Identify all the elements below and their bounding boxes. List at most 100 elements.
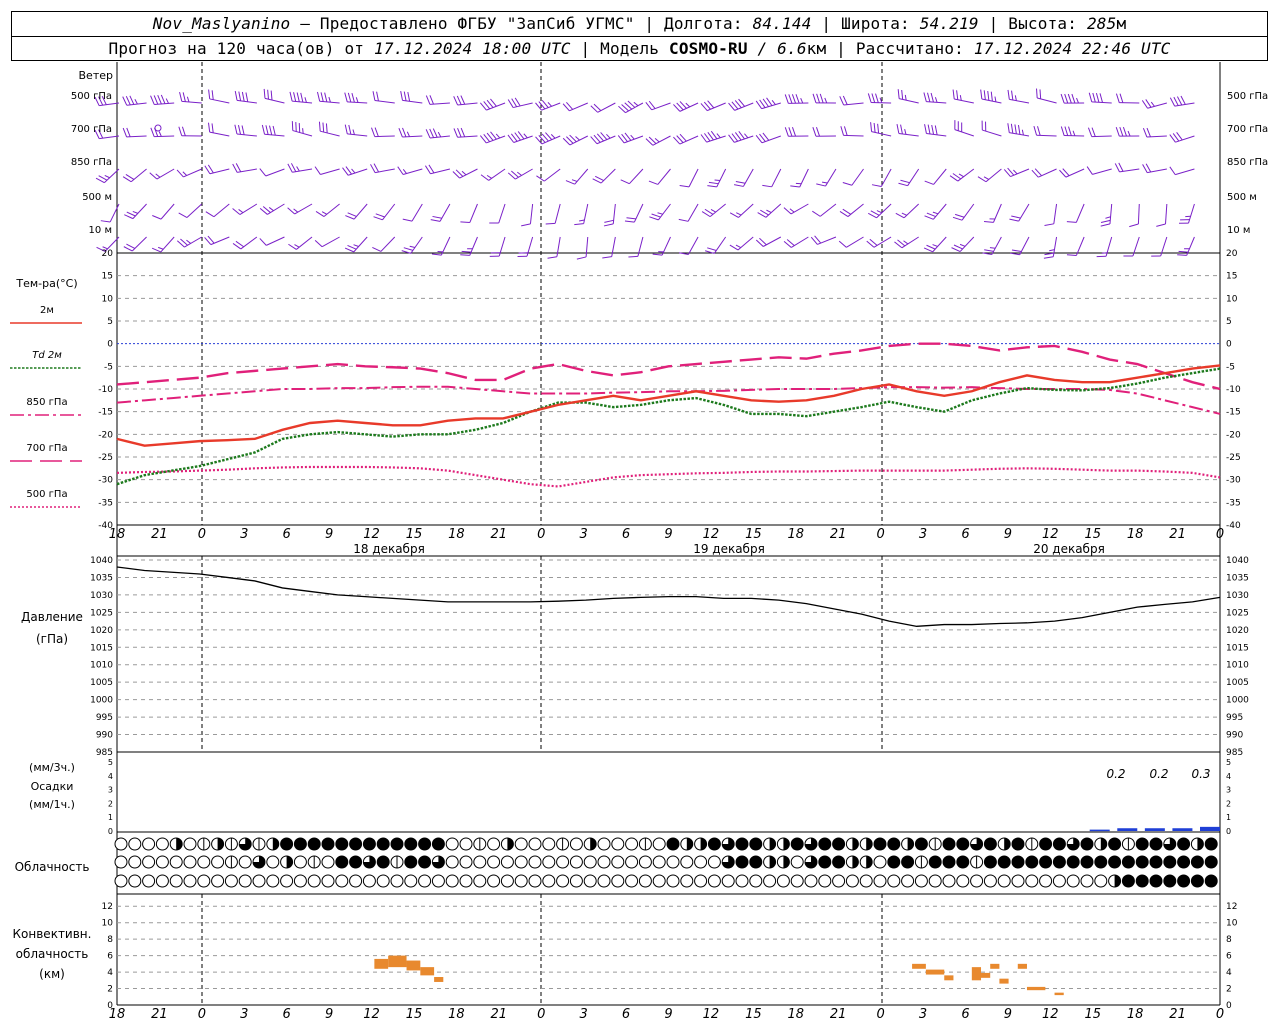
cloud-cover-symbol: [942, 837, 956, 851]
wind-barb-shaft: [266, 236, 285, 246]
wind-level-label-right: 500 гПа: [1227, 91, 1268, 102]
wind-barb-shaft: [734, 102, 754, 111]
wind-barb-feather: [900, 179, 910, 184]
conv-tick-right: 2: [1226, 985, 1232, 995]
cloud-cover-symbol: [459, 874, 473, 888]
wind-barb-feather: [700, 103, 708, 111]
wind-barb-feather: [1009, 218, 1019, 222]
cloud-cover-symbol: [293, 837, 307, 851]
hour-tick-label-bottom: 9: [325, 1007, 333, 1022]
wind-barb-feather: [1145, 99, 1152, 108]
wind-barb-feather: [268, 207, 274, 212]
wind-barb-feather: [812, 127, 817, 137]
wind-barb-shaft: [264, 97, 285, 104]
wind-barb-feather: [652, 253, 663, 256]
wind-barb-feather: [348, 124, 352, 135]
wind-barb-feather: [679, 133, 687, 142]
hour-tick-label-bottom: 18: [787, 1007, 804, 1022]
cloud-cover-symbol: [832, 855, 846, 869]
wind-barb-feather: [132, 210, 139, 214]
wind-barb-shaft: [932, 236, 947, 253]
wind-barb-shaft: [985, 168, 1002, 183]
wind-barb-feather: [593, 134, 601, 143]
wind-barb-feather: [158, 131, 162, 137]
cloud-cover-symbol: [680, 874, 694, 888]
wind-barb-feather: [869, 238, 878, 246]
wind-barb-feather: [590, 105, 599, 113]
wind-barb-feather: [1066, 254, 1077, 256]
wind-barb-feather: [1014, 95, 1017, 101]
wind-barb-feather: [1059, 169, 1067, 178]
wind-barb-feather: [789, 208, 795, 213]
wind-barb-feather: [648, 136, 657, 144]
cloud-cover-symbol: [956, 837, 970, 851]
cloud-cover-symbol: [487, 874, 501, 888]
wind-barb-feather: [102, 246, 108, 250]
wind-barb-shaft: [762, 236, 782, 247]
cloud-cover-mark: [852, 856, 859, 868]
conv-cloud-bar: [406, 960, 421, 971]
temp-legend-label: 500 гПа: [26, 489, 67, 500]
cloud-cover-symbol: [404, 837, 418, 851]
wind-barb-feather: [402, 218, 413, 222]
calm-wind-circle: [154, 124, 162, 132]
wind-barb-feather: [479, 135, 487, 144]
cloud-cover-symbol: [390, 874, 404, 888]
wind-barb-feather: [897, 239, 906, 247]
wind-barb-shaft: [1038, 168, 1057, 178]
wind-barb-feather: [409, 245, 416, 248]
wind-barb-feather: [294, 244, 300, 248]
wind-barb-feather: [590, 136, 598, 145]
hour-tick-label: 6: [622, 527, 630, 542]
wind-barb-feather: [626, 217, 636, 220]
cloud-cover-symbol: [459, 837, 473, 851]
pressure-tick-left: 985: [96, 748, 113, 758]
wind-barb-feather: [924, 215, 934, 220]
cloud-cover-symbol: [280, 874, 294, 888]
wind-barb-feather: [455, 169, 464, 177]
cloud-title: Облачность: [15, 860, 90, 874]
pressure-tick-left: 1015: [90, 643, 113, 653]
wind-barb-feather: [1088, 92, 1093, 103]
wind-barb-feather: [762, 184, 772, 188]
wind-barb-shaft: [213, 203, 230, 218]
wind-barb-feather: [766, 209, 772, 213]
hour-tick-label: 0: [198, 527, 206, 542]
wind-barb-feather: [989, 247, 996, 249]
wind-barb-shaft: [629, 168, 644, 185]
cloud-cover-symbol: [666, 874, 680, 888]
cloud-cover-symbol: [694, 874, 708, 888]
wind-barb-feather: [810, 236, 818, 245]
wind-barb-shaft: [320, 130, 340, 137]
wind-barb-shaft: [688, 168, 699, 188]
cloud-cover-symbol: [1011, 855, 1025, 869]
wind-barb-feather: [373, 216, 383, 221]
cloud-cover-symbol: [625, 837, 639, 851]
cloud-cover-symbol: [1052, 855, 1066, 869]
wind-barb-shaft: [1018, 203, 1030, 222]
cloud-cover-symbol: [473, 874, 487, 888]
wind-barb-shaft: [871, 131, 892, 137]
wind-barb-feather: [1115, 126, 1120, 137]
wind-barb-feather: [565, 180, 575, 185]
precip-tick-right: 2: [1226, 799, 1231, 808]
cloud-cover-symbol: [901, 874, 915, 888]
wind-barb-feather: [1011, 215, 1021, 219]
cloud-cover-symbol: [528, 855, 542, 869]
cloud-cover-symbol: [1121, 874, 1135, 888]
wind-barb-feather: [1066, 221, 1077, 223]
wind-barb-feather: [678, 252, 689, 255]
cloud-cover-mark: [217, 838, 224, 850]
wind-barb-shaft: [901, 236, 919, 249]
hour-tick-label: 21: [491, 527, 508, 542]
wind-barb-feather: [511, 98, 518, 107]
wind-barb-feather: [1176, 132, 1183, 141]
wind-barb-feather: [734, 100, 742, 109]
wind-barb-feather: [547, 102, 552, 107]
wind-barb-feather: [566, 136, 574, 144]
wind-barb-shaft: [585, 236, 589, 257]
wind-barb-feather: [839, 96, 845, 106]
wind-barb-feather: [457, 128, 462, 138]
cloud-cover-symbol: [707, 855, 721, 869]
precip-unit-3h: (мм/3ч.): [29, 761, 75, 774]
